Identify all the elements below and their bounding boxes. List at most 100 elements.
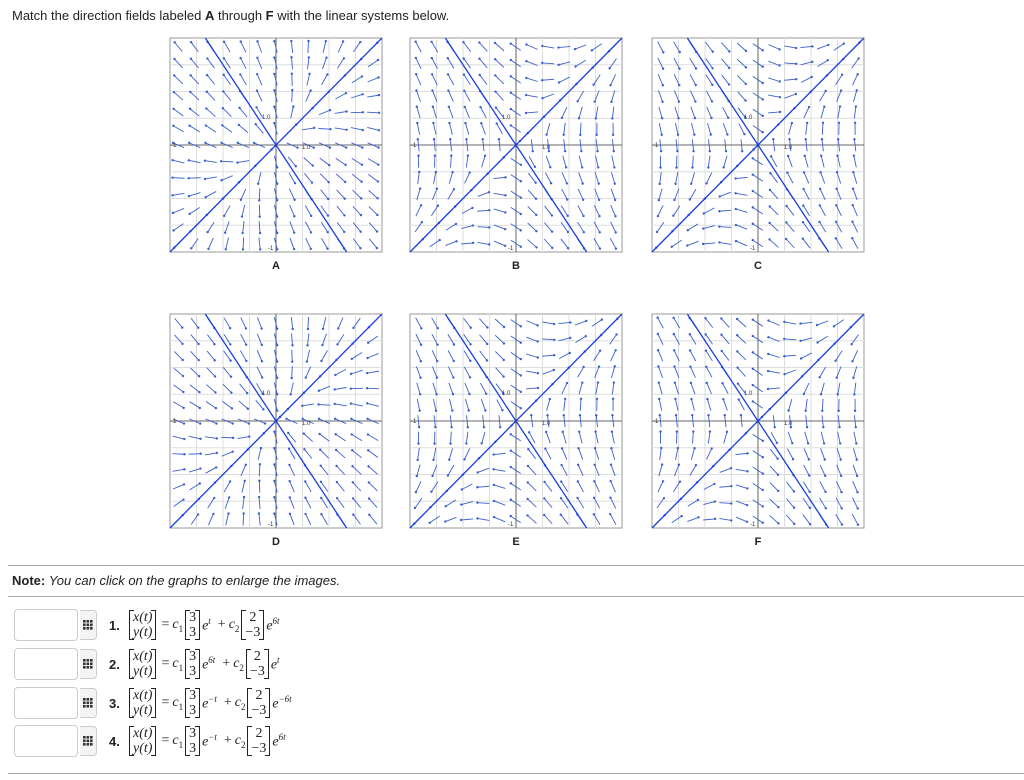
- field-arrow: [273, 221, 278, 234]
- direction-field[interactable]: 1.01.0-1-1: [169, 37, 383, 253]
- field-arrow: [563, 415, 566, 428]
- arrow-head: [743, 116, 747, 119]
- field-arrow: [804, 431, 809, 444]
- arrow-head: [468, 376, 472, 379]
- field-arrow: [461, 242, 474, 245]
- field-arrow: [724, 139, 727, 152]
- arrow-head: [550, 230, 554, 233]
- matrix-entry: x(t): [133, 726, 153, 741]
- dropdown-icon[interactable]: [80, 726, 97, 756]
- field-arrow: [835, 514, 843, 525]
- answer-input[interactable]: [14, 648, 78, 680]
- field-arrow: [735, 224, 748, 230]
- field-arrow: [337, 41, 344, 53]
- arrow-head: [565, 381, 569, 385]
- arrow-head: [718, 210, 721, 213]
- field-arrow: [719, 502, 732, 504]
- arrow-head: [785, 204, 788, 208]
- arrow-head: [824, 89, 827, 93]
- answer-input[interactable]: [14, 725, 78, 757]
- field-arrow: [803, 448, 810, 460]
- answer-input[interactable]: [14, 687, 78, 719]
- field-arrow: [658, 382, 663, 395]
- direction-field[interactable]: 1.01.0-1-1: [409, 37, 623, 253]
- item-number: 3.: [109, 695, 120, 711]
- field-arrow: [222, 367, 232, 378]
- field-arrow: [432, 106, 437, 119]
- arrow-head: [199, 422, 202, 425]
- field-arrow: [173, 499, 184, 507]
- field-arrow: [448, 106, 454, 119]
- field-arrow: [852, 497, 859, 509]
- arrow-head: [661, 67, 665, 70]
- arrow-head: [273, 479, 276, 483]
- arrow-head: [213, 342, 216, 346]
- direction-field[interactable]: 1.01.0-1-1: [651, 37, 865, 253]
- arrow-head: [527, 431, 531, 434]
- field-arrow: [204, 436, 217, 439]
- arrow-head: [326, 214, 330, 217]
- field-arrow: [302, 403, 315, 407]
- field-arrow: [352, 189, 362, 199]
- arrow-head: [850, 343, 853, 346]
- arrow-head: [416, 121, 419, 125]
- field-arrow: [752, 368, 764, 376]
- field-arrow: [414, 221, 423, 233]
- field-arrow: [595, 139, 598, 152]
- arrow-head: [808, 523, 812, 526]
- field-arrow: [821, 122, 824, 135]
- arrow-head: [690, 182, 693, 185]
- arrow-head: [582, 365, 585, 369]
- field-arrow: [448, 90, 454, 102]
- direction-field[interactable]: 1.01.0-1-1: [169, 313, 383, 529]
- field-arrow: [431, 74, 438, 86]
- field-arrow: [563, 398, 566, 411]
- arrow-head: [446, 73, 450, 76]
- arrow-head: [509, 58, 513, 62]
- direction-field[interactable]: 1.01.0-1-1: [651, 313, 865, 529]
- field-arrow: [705, 366, 713, 378]
- field-arrow: [351, 434, 363, 442]
- field-arrow: [258, 513, 261, 526]
- arrow-head: [557, 46, 560, 49]
- field-arrow: [290, 382, 294, 395]
- arrow-head: [519, 390, 522, 394]
- dropdown-icon[interactable]: [80, 688, 97, 718]
- arrow-head: [309, 89, 312, 92]
- field-arrow: [238, 124, 249, 134]
- field-arrow: [594, 366, 600, 378]
- field-arrow: [367, 59, 379, 68]
- arrow-head: [580, 149, 583, 153]
- field-arrow: [692, 155, 694, 168]
- arrow-head: [438, 238, 441, 242]
- arrow-head: [706, 397, 709, 401]
- arrow-head: [851, 187, 855, 190]
- field-arrow: [291, 366, 293, 379]
- eigen-line: [686, 37, 830, 253]
- arrow-head: [541, 79, 544, 82]
- field-arrow: [256, 107, 263, 118]
- field-arrow: [289, 221, 295, 233]
- field-arrow: [800, 76, 812, 83]
- arrow-head: [751, 383, 755, 387]
- dropdown-icon[interactable]: [80, 649, 97, 679]
- field-arrow: [740, 415, 743, 428]
- direction-field[interactable]: 1.01.0-1-1: [409, 313, 623, 529]
- field-arrow: [784, 369, 797, 375]
- arrow-head: [761, 456, 765, 459]
- field-arrow: [835, 497, 843, 509]
- arrow-head: [751, 351, 755, 354]
- arrow-head: [569, 321, 572, 324]
- field-arrow: [707, 155, 711, 168]
- arrow-head: [502, 325, 506, 329]
- answer-input[interactable]: [14, 609, 78, 641]
- text: through: [214, 8, 266, 23]
- arrow-head: [761, 439, 765, 443]
- field-arrow: [223, 58, 231, 69]
- field-arrow: [291, 57, 293, 70]
- field-arrow: [510, 190, 522, 199]
- arrow-head: [773, 425, 776, 429]
- field-arrow: [173, 108, 184, 117]
- dropdown-icon[interactable]: [80, 610, 97, 640]
- arrow-head: [609, 496, 612, 499]
